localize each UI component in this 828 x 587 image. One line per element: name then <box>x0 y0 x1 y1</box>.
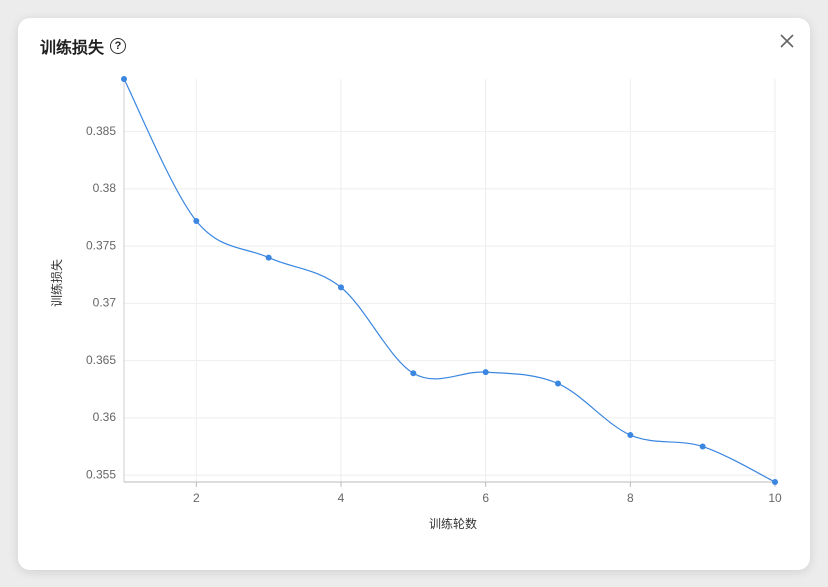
y-tick-label: 0.355 <box>86 467 116 481</box>
x-axis-label: 训练轮数 <box>429 516 477 531</box>
line <box>123 78 776 483</box>
point <box>265 254 272 261</box>
point <box>699 443 706 450</box>
point <box>410 370 417 377</box>
y-axis-label: 训练损失 <box>49 259 64 307</box>
y-tick-label: 0.37 <box>93 296 117 310</box>
x-tick-label: 10 <box>768 491 782 505</box>
point <box>627 432 634 439</box>
x-tick-label: 4 <box>338 491 345 505</box>
point <box>555 380 561 387</box>
point <box>482 369 489 376</box>
dialog-title: 训练损失? <box>40 34 127 58</box>
y-tick-label: 0.36 <box>93 410 117 424</box>
close-button[interactable] <box>778 32 796 50</box>
point <box>338 284 344 291</box>
y-tick-label: 0.375 <box>86 238 116 252</box>
point <box>121 76 127 82</box>
point <box>193 217 200 224</box>
help-icon[interactable]: ? <box>110 38 127 54</box>
x-tick-label: 2 <box>193 491 200 505</box>
x-tick-label: 6 <box>482 491 489 505</box>
y-tick-label: 0.38 <box>93 181 117 195</box>
y-tick-label: 0.365 <box>86 353 116 367</box>
y-tick-label: 0.385 <box>86 124 116 138</box>
title-text: 训练损失 <box>40 40 105 57</box>
dialog: 训练损失? <box>18 18 810 570</box>
point <box>772 479 778 485</box>
x-tick-label: 8 <box>627 491 634 505</box>
